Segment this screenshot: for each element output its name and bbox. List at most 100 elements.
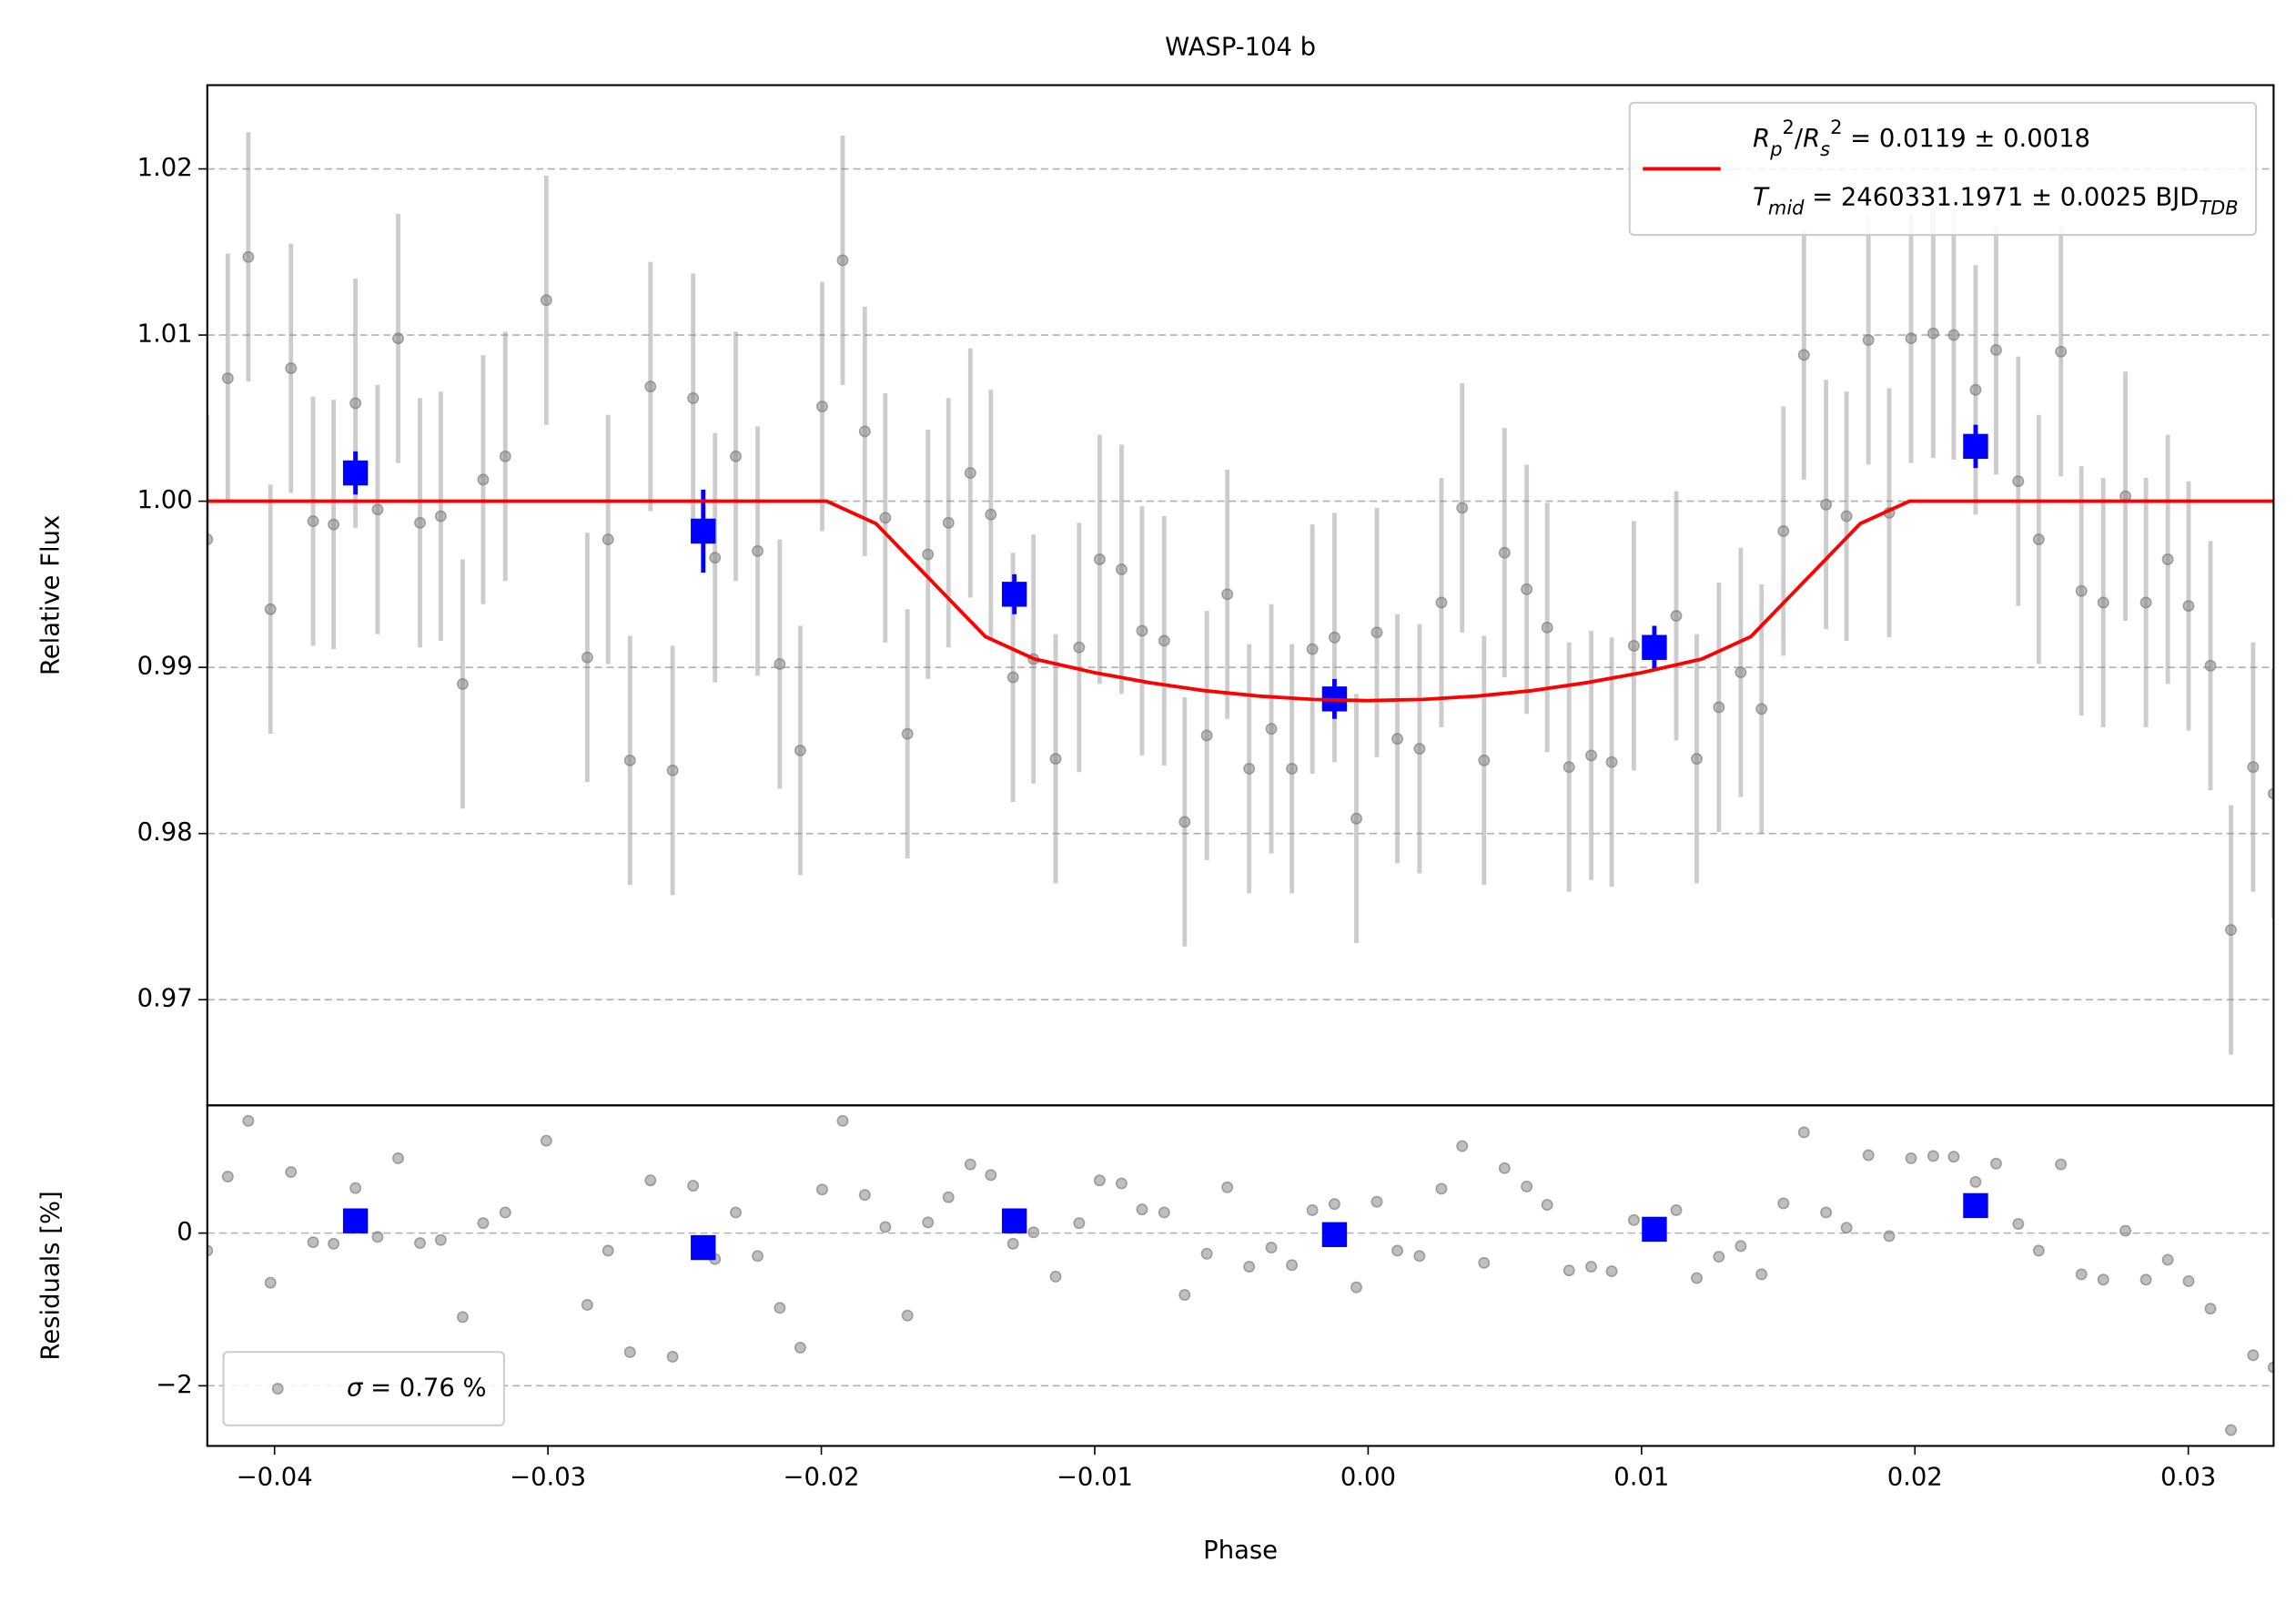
data-point bbox=[349, 1182, 362, 1194]
data-point bbox=[477, 473, 490, 486]
data-point bbox=[942, 516, 955, 529]
data-point bbox=[2075, 584, 2088, 597]
data-point bbox=[2012, 1218, 2025, 1231]
data-point bbox=[1969, 383, 1982, 396]
legend-text-part: R bbox=[1803, 125, 1820, 153]
y-tick-label: 1.00 bbox=[137, 486, 193, 514]
data-point bbox=[2139, 596, 2152, 609]
data-point bbox=[1947, 1151, 1960, 1163]
data-point bbox=[1306, 1204, 1319, 1216]
y-tick-label: 0 bbox=[177, 1218, 192, 1246]
data-point bbox=[1905, 1152, 1917, 1164]
data-point bbox=[922, 1216, 935, 1229]
data-point bbox=[752, 1250, 764, 1263]
data-point bbox=[1027, 1226, 1040, 1239]
data-point bbox=[540, 1134, 552, 1147]
data-point bbox=[242, 1114, 255, 1127]
binned-point bbox=[342, 1208, 369, 1233]
data-point bbox=[2267, 1361, 2274, 1374]
data-point bbox=[1158, 634, 1170, 647]
legend-label: σ = 0.76 % bbox=[347, 1374, 487, 1402]
data-point bbox=[328, 1237, 340, 1250]
legend-text-part: = 0.76 % bbox=[362, 1374, 486, 1402]
binned-point bbox=[691, 518, 716, 544]
data-point bbox=[1049, 753, 1062, 765]
y-tick-label: 1.02 bbox=[137, 154, 193, 182]
data-point bbox=[1456, 1140, 1469, 1152]
x-tick-label: −0.02 bbox=[784, 1463, 860, 1491]
data-point bbox=[392, 1152, 404, 1164]
data-point bbox=[2055, 345, 2068, 358]
data-point bbox=[1350, 812, 1362, 825]
y-tick-label: 0.98 bbox=[137, 818, 193, 847]
legend-label: Rp2/Rs2 = 0.0119 ± 0.0018 bbox=[1753, 117, 2090, 160]
data-point bbox=[1328, 1198, 1340, 1211]
data-point bbox=[2032, 1244, 2045, 1257]
data-point bbox=[1820, 1206, 1833, 1219]
binned-point bbox=[1963, 1192, 1988, 1219]
data-point bbox=[879, 512, 892, 524]
binned-point bbox=[1642, 634, 1667, 660]
data-point bbox=[858, 425, 871, 438]
data-point bbox=[1585, 1261, 1597, 1273]
data-point bbox=[815, 1183, 828, 1196]
data-point bbox=[2267, 787, 2274, 800]
data-point bbox=[2075, 1268, 2088, 1281]
legend-text-part: = 0.0119 ± 0.0018 bbox=[1842, 125, 2090, 153]
data-point bbox=[2032, 533, 2045, 546]
data-point bbox=[1049, 1270, 1062, 1283]
legend-text-part: 2 bbox=[1830, 117, 1842, 138]
data-point bbox=[1115, 1177, 1128, 1190]
data-point bbox=[964, 467, 976, 480]
data-point bbox=[1927, 327, 1939, 340]
data-point bbox=[456, 1311, 469, 1324]
data-point bbox=[1862, 1149, 1875, 1162]
data-point bbox=[858, 1189, 871, 1202]
data-point bbox=[1006, 1237, 1019, 1250]
data-point bbox=[307, 515, 319, 527]
data-point bbox=[1691, 1272, 1703, 1284]
data-point bbox=[836, 1114, 849, 1127]
data-point bbox=[1541, 1199, 1553, 1212]
data-point bbox=[964, 1158, 976, 1171]
data-point bbox=[1541, 621, 1553, 634]
data-point bbox=[1713, 1251, 1725, 1263]
legend-marker bbox=[271, 1383, 284, 1395]
legend-text-part: T bbox=[1753, 183, 1770, 211]
data-point bbox=[1221, 1181, 1234, 1193]
binned-point bbox=[1963, 433, 1988, 460]
y-tick-label: 0.99 bbox=[137, 653, 193, 681]
data-point bbox=[1735, 666, 1747, 679]
data-point bbox=[1735, 1240, 1747, 1253]
data-point bbox=[1413, 743, 1426, 756]
binned-point bbox=[691, 1234, 716, 1261]
data-point bbox=[1563, 761, 1575, 774]
data-point bbox=[1200, 729, 1213, 742]
data-point bbox=[1158, 1206, 1170, 1219]
data-point bbox=[1478, 754, 1491, 766]
data-point bbox=[1862, 334, 1875, 346]
data-point bbox=[264, 603, 277, 615]
data-point bbox=[623, 1346, 636, 1358]
data-point bbox=[434, 1233, 447, 1246]
legend-text-part: 2 bbox=[1783, 117, 1795, 138]
data-point bbox=[1797, 349, 1810, 361]
data-point bbox=[752, 544, 764, 557]
data-point bbox=[349, 397, 362, 410]
x-axis-label: Phase bbox=[1203, 1537, 1278, 1565]
data-point bbox=[1391, 733, 1403, 746]
y-axis-label: Relative Flux bbox=[36, 515, 65, 675]
data-point bbox=[1286, 763, 1299, 775]
data-point bbox=[1990, 344, 2002, 356]
data-point bbox=[1840, 1222, 1853, 1234]
data-point bbox=[1115, 563, 1128, 575]
x-tick-label: 0.00 bbox=[1340, 1463, 1396, 1491]
x-tick-label: −0.01 bbox=[1057, 1463, 1133, 1491]
data-point bbox=[2097, 1273, 2109, 1286]
data-point bbox=[2012, 475, 2025, 488]
data-point bbox=[499, 450, 511, 462]
